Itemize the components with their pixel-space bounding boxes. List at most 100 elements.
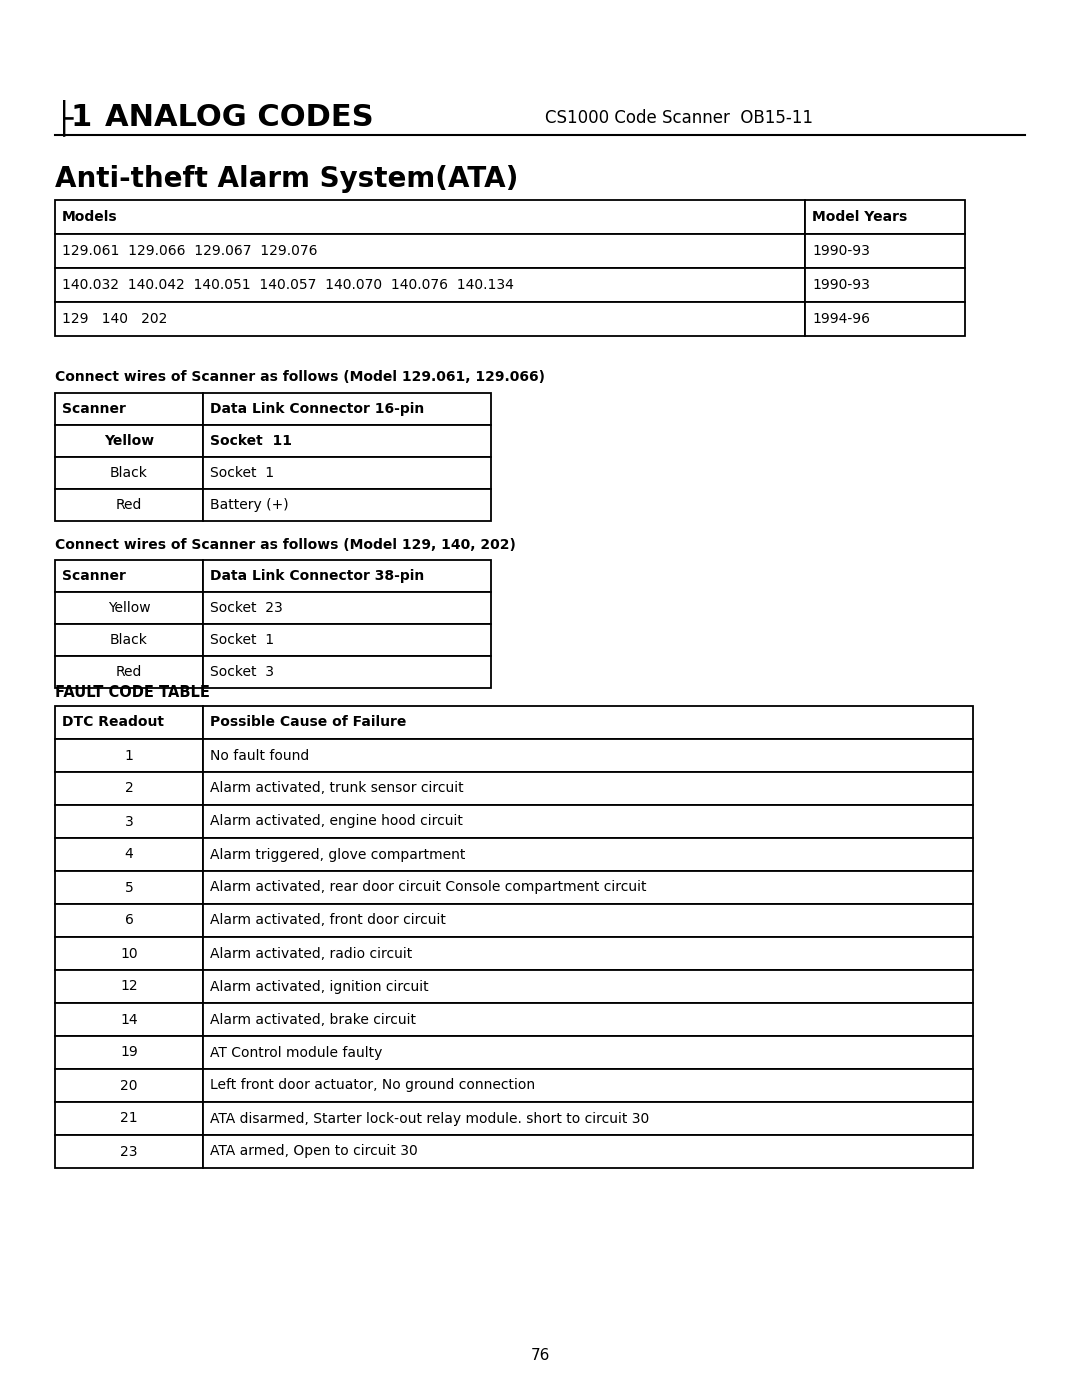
Text: Connect wires of Scanner as follows (Model 129.061, 129.066): Connect wires of Scanner as follows (Mod… (55, 370, 545, 384)
Bar (55, 1003, 203, 1037)
Bar (55, 1134, 203, 1168)
Text: ANALOG CODES: ANALOG CODES (105, 103, 374, 133)
Bar (55, 1102, 203, 1134)
Text: 140.032  140.042  140.051  140.057  140.070  140.076  140.134: 140.032 140.042 140.051 140.057 140.070 … (62, 278, 514, 292)
Text: AT Control module faulty: AT Control module faulty (210, 1045, 382, 1059)
Bar (203, 425, 491, 457)
Text: 3: 3 (124, 814, 133, 828)
Text: Alarm activated, ignition circuit: Alarm activated, ignition circuit (210, 979, 429, 993)
Text: Alarm activated, front door circuit: Alarm activated, front door circuit (210, 914, 446, 928)
Text: 1: 1 (71, 103, 92, 133)
Bar (55, 200, 805, 235)
Bar (203, 773, 973, 805)
Bar (55, 457, 203, 489)
Text: Model Years: Model Years (812, 210, 907, 224)
Text: Yellow: Yellow (108, 601, 150, 615)
Text: Alarm activated, radio circuit: Alarm activated, radio circuit (210, 947, 413, 961)
Text: 6: 6 (124, 914, 134, 928)
Bar (55, 235, 805, 268)
Bar (203, 624, 491, 657)
Text: Alarm triggered, glove compartment: Alarm triggered, glove compartment (210, 848, 465, 862)
Text: Battery (+): Battery (+) (210, 497, 288, 511)
Bar (55, 870, 203, 904)
Bar (55, 268, 805, 302)
Text: Alarm activated, trunk sensor circuit: Alarm activated, trunk sensor circuit (210, 781, 463, 795)
Bar (55, 1037, 203, 1069)
Bar (203, 1102, 973, 1134)
Text: Data Link Connector 16-pin: Data Link Connector 16-pin (210, 402, 424, 416)
Text: ATA armed, Open to circuit 30: ATA armed, Open to circuit 30 (210, 1144, 418, 1158)
Text: Anti-theft Alarm System(ATA): Anti-theft Alarm System(ATA) (55, 165, 518, 193)
Text: Socket  1: Socket 1 (210, 633, 274, 647)
Text: 129.061  129.066  129.067  129.076: 129.061 129.066 129.067 129.076 (62, 244, 318, 258)
Bar (203, 705, 973, 739)
Bar (55, 425, 203, 457)
Text: 14: 14 (120, 1013, 138, 1027)
Bar (203, 393, 491, 425)
Text: 5: 5 (124, 880, 133, 894)
Bar (55, 739, 203, 773)
Bar (203, 739, 973, 773)
Text: 10: 10 (120, 947, 138, 961)
Bar (55, 937, 203, 970)
Text: Alarm activated, rear door circuit Console compartment circuit: Alarm activated, rear door circuit Conso… (210, 880, 647, 894)
Text: ATA disarmed, Starter lock-out relay module. short to circuit 30: ATA disarmed, Starter lock-out relay mod… (210, 1112, 649, 1126)
Bar (805, 235, 966, 268)
Text: Socket  23: Socket 23 (210, 601, 283, 615)
Bar (55, 657, 203, 687)
Bar (203, 560, 491, 592)
Bar (55, 705, 203, 739)
Bar (203, 870, 973, 904)
Text: Connect wires of Scanner as follows (Model 129, 140, 202): Connect wires of Scanner as follows (Mod… (55, 538, 516, 552)
Text: Possible Cause of Failure: Possible Cause of Failure (210, 715, 406, 729)
Text: Data Link Connector 38-pin: Data Link Connector 38-pin (210, 569, 424, 583)
Text: 1994-96: 1994-96 (812, 312, 870, 326)
Text: Scanner: Scanner (62, 569, 126, 583)
Text: No fault found: No fault found (210, 749, 309, 763)
Text: Socket  1: Socket 1 (210, 467, 274, 481)
Bar (203, 904, 973, 937)
Bar (203, 457, 491, 489)
Bar (203, 489, 491, 521)
Bar (203, 838, 973, 870)
Text: Yellow: Yellow (104, 434, 154, 448)
Bar (55, 1069, 203, 1102)
Text: Scanner: Scanner (62, 402, 126, 416)
Text: 12: 12 (120, 979, 138, 993)
Bar (203, 1003, 973, 1037)
Bar (805, 200, 966, 235)
Text: Black: Black (110, 467, 148, 481)
Bar (55, 302, 805, 337)
Bar (203, 970, 973, 1003)
Text: 21: 21 (120, 1112, 138, 1126)
Bar (203, 1037, 973, 1069)
Bar (203, 592, 491, 624)
Text: 4: 4 (124, 848, 133, 862)
Text: 1990-93: 1990-93 (812, 244, 869, 258)
Text: 1: 1 (124, 749, 134, 763)
Text: CS1000 Code Scanner  OB15-11: CS1000 Code Scanner OB15-11 (545, 109, 813, 127)
Text: 20: 20 (120, 1078, 138, 1092)
Bar (203, 937, 973, 970)
Text: Alarm activated, brake circuit: Alarm activated, brake circuit (210, 1013, 416, 1027)
Text: Alarm activated, engine hood circuit: Alarm activated, engine hood circuit (210, 814, 463, 828)
Text: Socket  11: Socket 11 (210, 434, 292, 448)
Bar (805, 302, 966, 337)
Text: 129   140   202: 129 140 202 (62, 312, 167, 326)
Text: DTC Readout: DTC Readout (62, 715, 164, 729)
Bar (203, 657, 491, 687)
Bar (203, 805, 973, 838)
Bar (55, 393, 203, 425)
Text: 2: 2 (124, 781, 133, 795)
Text: 23: 23 (120, 1144, 138, 1158)
Text: Socket  3: Socket 3 (210, 665, 274, 679)
Bar (55, 592, 203, 624)
Text: 76: 76 (530, 1348, 550, 1362)
Bar (55, 970, 203, 1003)
Text: FAULT CODE TABLE: FAULT CODE TABLE (55, 685, 210, 700)
Text: ├: ├ (55, 99, 73, 137)
Text: Red: Red (116, 497, 143, 511)
Bar (203, 1134, 973, 1168)
Bar (55, 838, 203, 870)
Bar (55, 904, 203, 937)
